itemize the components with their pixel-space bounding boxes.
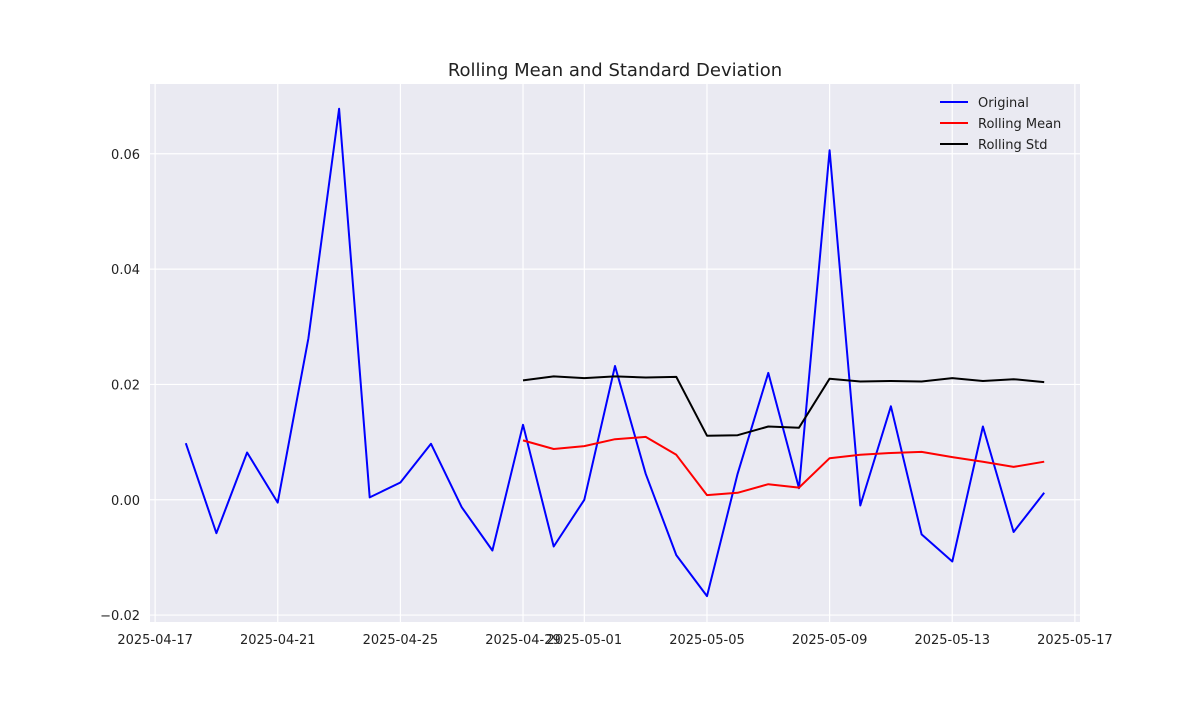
series-line-rolling-std bbox=[522, 375, 1045, 437]
x-tick-label: 2025-05-17 bbox=[1037, 633, 1113, 648]
y-axis-ticks: −0.02 0.00 0.02 0.04 0.06 bbox=[100, 148, 140, 624]
y-tick-label: 0.04 bbox=[111, 263, 140, 278]
y-tick-label: 0.06 bbox=[111, 148, 140, 163]
x-tick-label: 2025-04-17 bbox=[117, 633, 193, 648]
x-tick-label: 2025-04-21 bbox=[240, 633, 316, 648]
series-line-original bbox=[184, 107, 1045, 598]
x-tick-label: 2025-05-01 bbox=[547, 633, 623, 648]
chart-title: Rolling Mean and Standard Deviation bbox=[448, 60, 782, 81]
plot-area bbox=[150, 84, 1080, 622]
grid-lines bbox=[150, 84, 1080, 622]
legend: Original Rolling Mean Rolling Std bbox=[940, 96, 1061, 153]
legend-label-rolling-mean: Rolling Mean bbox=[978, 117, 1061, 132]
y-tick-label: 0.00 bbox=[111, 494, 140, 509]
series-lines bbox=[184, 107, 1045, 598]
x-tick-label: 2025-04-25 bbox=[363, 633, 439, 648]
x-tick-label: 2025-05-05 bbox=[669, 633, 745, 648]
x-axis-ticks: 2025-04-17 2025-04-21 2025-04-25 2025-04-29… bbox=[117, 633, 1112, 648]
x-tick-label: 2025-05-09 bbox=[792, 633, 868, 648]
legend-label-original: Original bbox=[978, 96, 1029, 111]
series-line-rolling-mean bbox=[522, 435, 1045, 497]
x-tick-label: 2025-05-13 bbox=[914, 633, 990, 648]
x-tick-label: 2025-04-29 bbox=[485, 633, 561, 648]
y-tick-label: 0.02 bbox=[111, 378, 140, 393]
legend-label-rolling-std: Rolling Std bbox=[978, 138, 1047, 153]
y-tick-label: −0.02 bbox=[100, 609, 140, 624]
